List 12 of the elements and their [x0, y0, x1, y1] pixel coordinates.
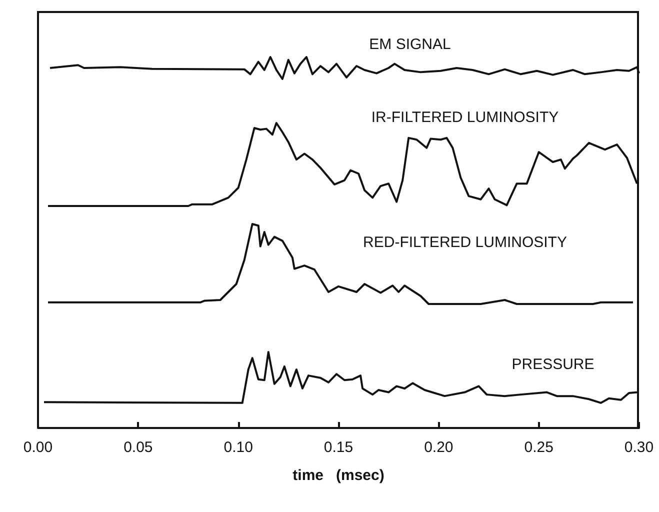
chart-title: EM SIGNAL [369, 36, 451, 53]
chart-title: IR-FILTERED LUMINOSITY [371, 109, 559, 126]
chart-title: PRESSURE [512, 356, 594, 373]
x-tick-label: 0.15 [324, 439, 354, 456]
x-tick-label: 0.00 [23, 439, 53, 456]
text: RED-FILTERED LUMINOSITY [363, 234, 567, 251]
x-tick-label: 0.20 [424, 439, 454, 456]
x-tick-label: 0.30 [624, 439, 654, 456]
x-tick-label: 0.05 [124, 439, 153, 456]
x-tick-label: 0.25 [524, 439, 554, 456]
x-axis-title: time (msec) [292, 467, 384, 484]
x-tick-label: 0.10 [224, 439, 253, 456]
